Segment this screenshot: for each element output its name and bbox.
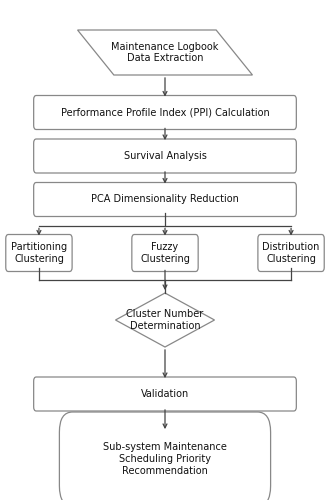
Text: Cluster Number
Determination: Cluster Number Determination bbox=[126, 309, 204, 331]
FancyBboxPatch shape bbox=[34, 182, 296, 216]
Text: Survival Analysis: Survival Analysis bbox=[123, 151, 207, 161]
Polygon shape bbox=[78, 30, 252, 75]
Text: Distribution
Clustering: Distribution Clustering bbox=[262, 242, 320, 264]
FancyBboxPatch shape bbox=[34, 96, 296, 130]
Text: Performance Profile Index (PPI) Calculation: Performance Profile Index (PPI) Calculat… bbox=[61, 108, 269, 118]
Text: Sub-system Maintenance
Scheduling Priority
Recommendation: Sub-system Maintenance Scheduling Priori… bbox=[103, 442, 227, 476]
FancyBboxPatch shape bbox=[258, 234, 324, 272]
Text: PCA Dimensionality Reduction: PCA Dimensionality Reduction bbox=[91, 194, 239, 204]
FancyBboxPatch shape bbox=[6, 234, 72, 272]
Polygon shape bbox=[115, 293, 214, 347]
FancyBboxPatch shape bbox=[59, 412, 271, 500]
Text: Fuzzy
Clustering: Fuzzy Clustering bbox=[140, 242, 190, 264]
Text: Maintenance Logbook
Data Extraction: Maintenance Logbook Data Extraction bbox=[111, 42, 219, 64]
FancyBboxPatch shape bbox=[132, 234, 198, 272]
Text: Partitioning
Clustering: Partitioning Clustering bbox=[11, 242, 67, 264]
Text: Validation: Validation bbox=[141, 389, 189, 399]
FancyBboxPatch shape bbox=[34, 139, 296, 173]
FancyBboxPatch shape bbox=[34, 377, 296, 411]
